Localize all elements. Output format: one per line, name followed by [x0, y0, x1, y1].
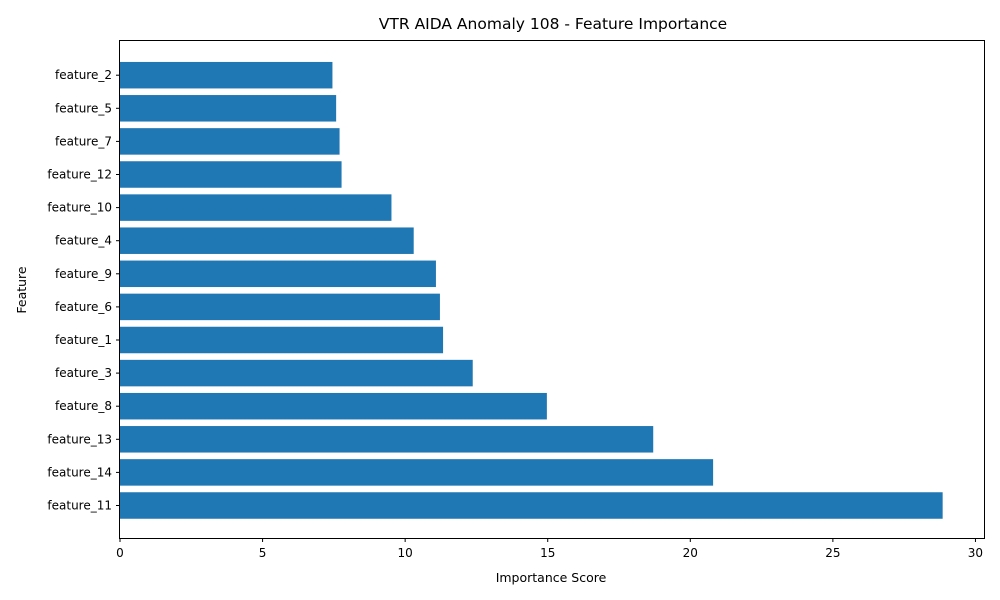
bar-feature_7 — [120, 128, 340, 155]
y-tick-label: feature_4 — [55, 234, 112, 248]
bar-feature_11 — [120, 492, 943, 519]
bar-feature_12 — [120, 161, 342, 188]
x-axis-label: Importance Score — [496, 570, 607, 585]
y-tick-label: feature_1 — [55, 333, 112, 347]
y-tick-label: feature_7 — [55, 134, 112, 148]
y-axis-label: Feature — [14, 266, 29, 314]
y-tick-label: feature_9 — [55, 267, 112, 281]
x-tick-label: 5 — [259, 546, 267, 560]
bar-feature_6 — [120, 293, 440, 321]
chart-title: VTR AIDA Anomaly 108 - Feature Importanc… — [379, 15, 727, 33]
y-tick-label: feature_12 — [47, 168, 112, 182]
x-tick-label: 10 — [398, 546, 413, 560]
y-tick-label: feature_5 — [55, 101, 112, 115]
x-tick-label: 15 — [540, 546, 555, 560]
bar-feature_1 — [120, 326, 444, 354]
y-tick-label: feature_13 — [47, 432, 112, 446]
bar-feature_4 — [120, 227, 414, 254]
bar-feature_14 — [120, 459, 714, 486]
x-tick-label: 25 — [825, 546, 840, 560]
x-tick-label: 0 — [116, 546, 124, 560]
y-tick-label: feature_2 — [55, 68, 112, 82]
y-axis-ticks: feature_11 feature_14 feature_13 feature_8 f… — [47, 68, 120, 513]
y-tick-label: feature_6 — [55, 300, 112, 314]
y-tick-label: feature_14 — [47, 465, 112, 479]
y-tick-label: feature_3 — [55, 366, 112, 380]
bar-feature_5 — [120, 95, 337, 122]
bar-feature_2 — [120, 61, 333, 89]
bar-feature_9 — [120, 260, 436, 288]
y-tick-label: feature_8 — [55, 399, 112, 413]
x-axis-ticks: 0 5 10 15 20 25 30 — [116, 538, 983, 560]
bar-feature_10 — [120, 194, 392, 221]
plot-frame — [119, 40, 985, 539]
y-tick-label: feature_10 — [47, 201, 112, 215]
x-tick-label: 30 — [968, 546, 983, 560]
bars-group — [120, 61, 943, 519]
bar-feature_13 — [120, 426, 654, 453]
x-tick-label: 20 — [683, 546, 698, 560]
y-tick-label: feature_11 — [47, 499, 112, 513]
bar-feature_8 — [120, 392, 547, 420]
bar-feature_3 — [120, 359, 473, 387]
